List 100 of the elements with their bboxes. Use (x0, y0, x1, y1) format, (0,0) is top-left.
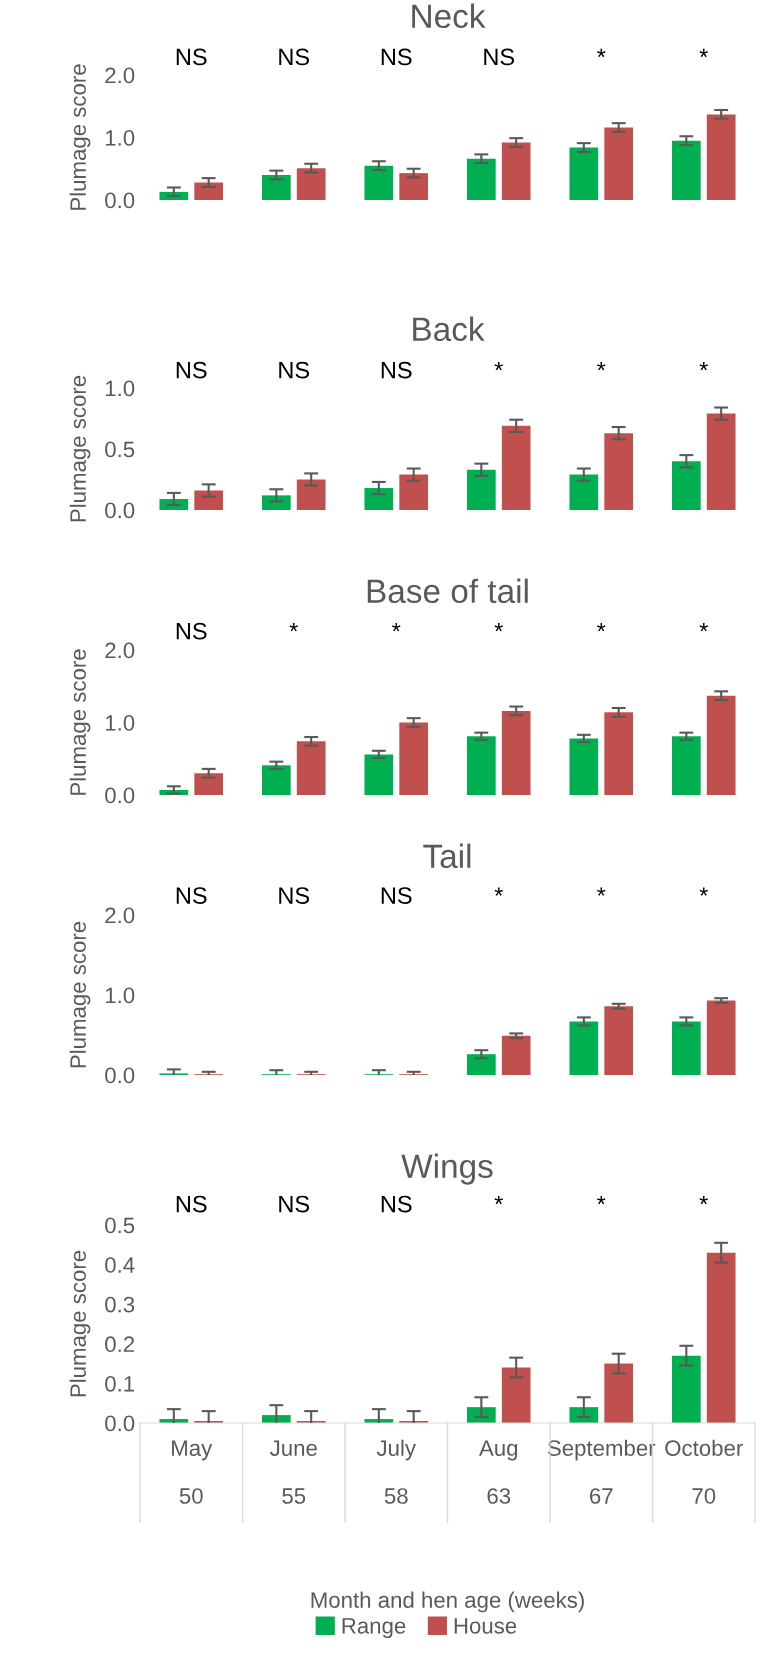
y-tick-label: 2.0 (105, 642, 135, 659)
y-tick-label: 0.5 (105, 1217, 135, 1234)
bar (604, 1006, 634, 1075)
y-axis-title: Plumage score (69, 1250, 91, 1397)
legend-label: House (454, 1618, 517, 1634)
text: * (699, 1195, 708, 1205)
text: * (494, 623, 503, 632)
bar (671, 1355, 701, 1423)
bar (501, 142, 531, 200)
bar (399, 474, 429, 510)
chart-title: Base of tail (367, 578, 528, 604)
text: * (494, 1195, 503, 1205)
text: NS (381, 887, 412, 904)
text: NS (279, 48, 310, 66)
bar (399, 173, 429, 200)
bar (569, 738, 599, 795)
text: NS (176, 622, 207, 640)
y-tick-label: 0.0 (105, 192, 135, 209)
bar (466, 1054, 496, 1075)
y-tick-label: 0.5 (105, 441, 135, 458)
x-axis-title: Month and hen age (weeks) (311, 1591, 584, 1613)
text: * (597, 1195, 606, 1205)
text: * (699, 361, 708, 371)
chart-title: Back (413, 316, 485, 342)
category-label: Aug 63 (479, 1440, 518, 1504)
text: NS (381, 1195, 412, 1213)
category-label: September 67 (547, 1439, 656, 1504)
legend-label: Range (342, 1618, 406, 1639)
text: NS (381, 361, 412, 379)
y-tick-label: 1.0 (105, 715, 135, 731)
y-tick-label: 0.3 (105, 1296, 135, 1313)
text: * (494, 887, 503, 896)
bar (501, 425, 531, 510)
bar (364, 165, 394, 200)
y-axis-title: Plumage score (69, 64, 91, 210)
bar (569, 1021, 599, 1075)
bar (466, 736, 496, 795)
y-tick-label: 0.0 (105, 787, 135, 804)
bar (399, 722, 429, 795)
text: * (597, 361, 606, 371)
text: * (289, 623, 298, 632)
text: NS (176, 887, 207, 904)
y-axis-title: Plumage score (69, 649, 91, 795)
category-label: October 70 (665, 1439, 743, 1504)
text: * (597, 623, 606, 632)
bar (364, 754, 394, 795)
text: NS (484, 48, 515, 66)
text: * (699, 887, 708, 896)
bar (604, 127, 634, 200)
bar (569, 474, 599, 510)
text: NS (176, 48, 207, 66)
bar (706, 1000, 736, 1075)
category-label: July 58 (376, 1439, 416, 1504)
bar (364, 488, 394, 510)
bar (466, 469, 496, 510)
y-tick-label: 1.0 (105, 130, 135, 146)
bar (501, 710, 531, 795)
bar (466, 158, 496, 200)
bar (671, 461, 701, 510)
chart-title: Wings (401, 1153, 493, 1185)
y-tick-label: 0.0 (105, 1067, 135, 1084)
bar (671, 736, 701, 795)
bar (671, 1021, 701, 1075)
bar (706, 413, 736, 510)
text: NS (176, 361, 207, 379)
bar (296, 479, 326, 510)
text: * (494, 361, 503, 371)
text: NS (279, 887, 310, 904)
category-label: June 55 (270, 1440, 317, 1504)
y-tick-label: 0.2 (105, 1336, 135, 1353)
chart-title: Neck (412, 3, 486, 29)
bar (296, 168, 326, 200)
bar (194, 490, 224, 510)
bar (194, 182, 224, 200)
bar (706, 114, 736, 200)
bar (604, 712, 634, 795)
bar (706, 1252, 736, 1423)
text: * (699, 48, 708, 58)
y-tick-label: 1.0 (105, 987, 135, 1004)
y-axis-title: Plumage score (69, 375, 91, 522)
bar (501, 1035, 531, 1075)
y-tick-label: 0.1 (105, 1375, 135, 1392)
bar (261, 175, 291, 200)
bar (569, 147, 599, 200)
bar (194, 773, 224, 795)
bar (261, 765, 291, 795)
bar (604, 433, 634, 510)
y-tick-label: 0.0 (105, 1415, 135, 1432)
y-tick-label: 0.4 (105, 1257, 135, 1273)
text: NS (176, 1195, 207, 1213)
bar (604, 1363, 634, 1423)
category-label: May 50 (172, 1440, 213, 1504)
text: * (699, 623, 708, 632)
y-tick-label: 2.0 (105, 67, 135, 84)
y-tick-label: 1.0 (105, 380, 135, 397)
bar (671, 140, 701, 200)
text: NS (279, 361, 310, 379)
y-tick-label: 2.0 (105, 907, 135, 924)
text: * (597, 887, 606, 896)
text: NS (381, 48, 412, 66)
